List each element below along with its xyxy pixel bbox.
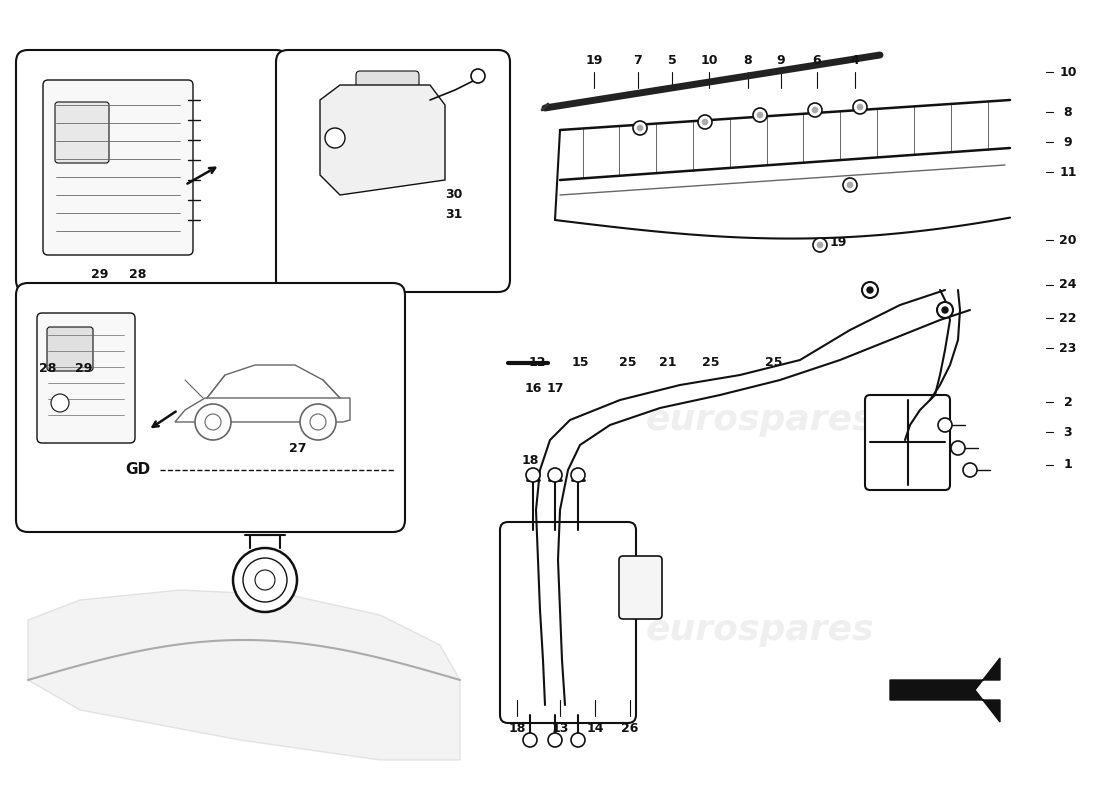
Circle shape xyxy=(942,307,948,313)
Text: 25: 25 xyxy=(766,357,783,370)
Text: 13: 13 xyxy=(551,722,569,734)
Text: 6: 6 xyxy=(813,54,822,66)
Text: 11: 11 xyxy=(1059,166,1077,178)
Text: 2: 2 xyxy=(1064,395,1072,409)
Circle shape xyxy=(300,404,336,440)
Text: 9: 9 xyxy=(777,54,785,66)
Circle shape xyxy=(847,182,852,188)
Text: 8: 8 xyxy=(744,54,752,66)
Circle shape xyxy=(526,468,540,482)
Text: 19: 19 xyxy=(829,235,847,249)
Text: 18: 18 xyxy=(508,722,526,734)
Circle shape xyxy=(938,418,952,432)
Circle shape xyxy=(812,107,818,113)
FancyBboxPatch shape xyxy=(37,313,135,443)
Text: eurospares: eurospares xyxy=(67,151,243,179)
Text: 10: 10 xyxy=(701,54,717,66)
FancyBboxPatch shape xyxy=(16,50,288,292)
Text: 29: 29 xyxy=(75,362,92,374)
Text: 29: 29 xyxy=(91,269,109,282)
Text: 8: 8 xyxy=(1064,106,1072,118)
Circle shape xyxy=(862,282,878,298)
FancyBboxPatch shape xyxy=(55,102,109,163)
Text: 12: 12 xyxy=(528,357,546,370)
Circle shape xyxy=(757,112,763,118)
Text: 18: 18 xyxy=(521,454,539,466)
Text: 24: 24 xyxy=(1059,278,1077,291)
Text: 15: 15 xyxy=(571,357,588,370)
Text: 14: 14 xyxy=(586,722,604,734)
Text: GD: GD xyxy=(125,462,151,478)
Circle shape xyxy=(195,404,231,440)
Text: eurospares: eurospares xyxy=(646,403,874,437)
Circle shape xyxy=(51,394,69,412)
Circle shape xyxy=(548,733,562,747)
Text: eurospares: eurospares xyxy=(646,613,874,647)
Text: 16: 16 xyxy=(525,382,541,394)
FancyBboxPatch shape xyxy=(16,283,405,532)
Circle shape xyxy=(255,570,275,590)
Circle shape xyxy=(471,69,485,83)
Circle shape xyxy=(817,242,823,248)
Text: 31: 31 xyxy=(446,209,463,222)
Polygon shape xyxy=(28,590,460,760)
Text: 28: 28 xyxy=(130,269,146,282)
Circle shape xyxy=(243,558,287,602)
Text: 27: 27 xyxy=(289,442,307,454)
Circle shape xyxy=(937,302,953,318)
FancyBboxPatch shape xyxy=(865,395,950,490)
Circle shape xyxy=(867,287,873,293)
Polygon shape xyxy=(175,398,350,422)
Text: 5: 5 xyxy=(668,54,676,66)
Circle shape xyxy=(843,178,857,192)
Circle shape xyxy=(522,733,537,747)
Text: eurospares: eurospares xyxy=(128,401,303,429)
FancyBboxPatch shape xyxy=(619,556,662,619)
Circle shape xyxy=(857,104,864,110)
FancyBboxPatch shape xyxy=(276,50,510,292)
Polygon shape xyxy=(320,85,446,195)
Text: 23: 23 xyxy=(1059,342,1077,354)
Circle shape xyxy=(808,103,822,117)
Text: 25: 25 xyxy=(619,357,637,370)
Text: 21: 21 xyxy=(659,357,676,370)
Text: 19: 19 xyxy=(585,54,603,66)
Text: 28: 28 xyxy=(40,362,57,374)
Text: 22: 22 xyxy=(1059,311,1077,325)
FancyBboxPatch shape xyxy=(500,522,636,723)
Text: 10: 10 xyxy=(1059,66,1077,78)
Text: 30: 30 xyxy=(446,189,463,202)
FancyBboxPatch shape xyxy=(47,327,94,371)
Text: 26: 26 xyxy=(621,722,639,734)
Circle shape xyxy=(571,468,585,482)
Text: eurospares: eurospares xyxy=(302,151,477,179)
Text: 20: 20 xyxy=(1059,234,1077,246)
Circle shape xyxy=(205,414,221,430)
FancyBboxPatch shape xyxy=(356,71,419,124)
Text: 17: 17 xyxy=(547,382,563,394)
Circle shape xyxy=(813,238,827,252)
Text: 7: 7 xyxy=(634,54,642,66)
Circle shape xyxy=(310,414,326,430)
Circle shape xyxy=(324,128,345,148)
Text: 4: 4 xyxy=(850,54,859,66)
Circle shape xyxy=(548,468,562,482)
Circle shape xyxy=(702,119,708,125)
FancyBboxPatch shape xyxy=(43,80,192,255)
Circle shape xyxy=(233,548,297,612)
Polygon shape xyxy=(890,658,1000,722)
Text: 1: 1 xyxy=(1064,458,1072,471)
Circle shape xyxy=(962,463,977,477)
Text: 25: 25 xyxy=(702,357,719,370)
Circle shape xyxy=(698,115,712,129)
Circle shape xyxy=(754,108,767,122)
Circle shape xyxy=(637,125,644,131)
Circle shape xyxy=(632,121,647,135)
Circle shape xyxy=(952,441,965,455)
Circle shape xyxy=(852,100,867,114)
Circle shape xyxy=(571,733,585,747)
Text: 9: 9 xyxy=(1064,135,1072,149)
Text: 3: 3 xyxy=(1064,426,1072,438)
